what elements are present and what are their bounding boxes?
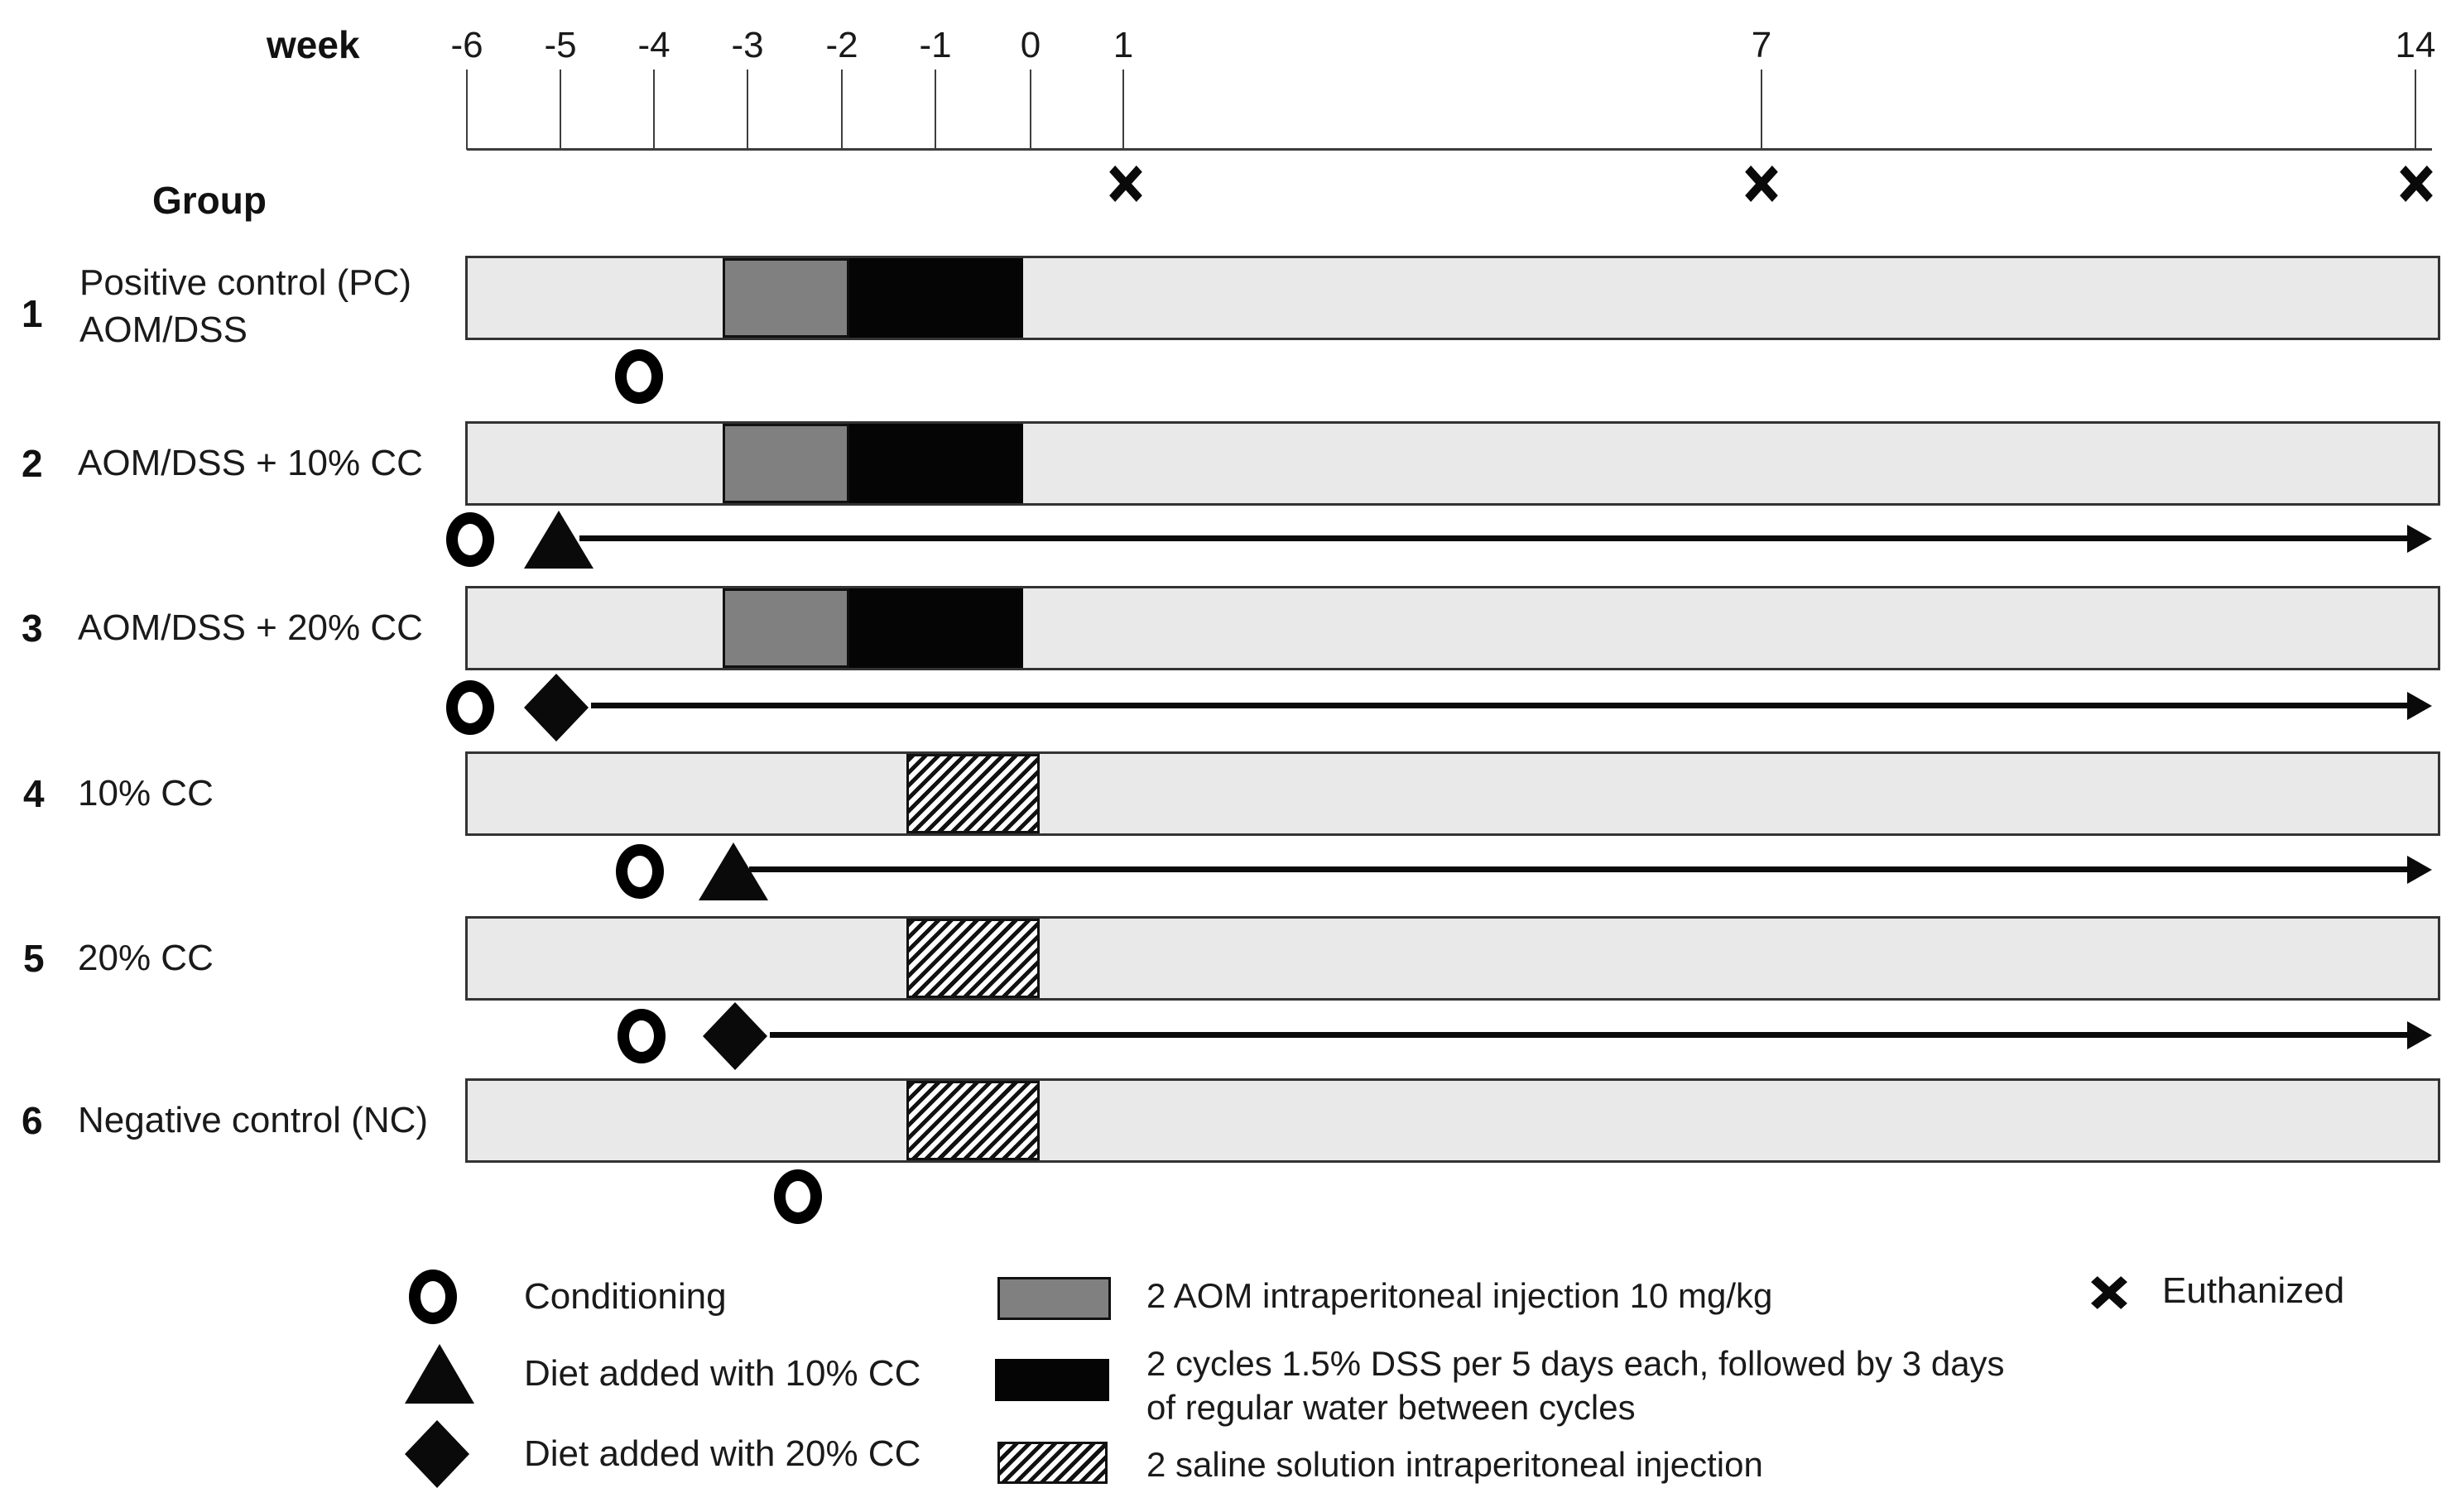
arrowhead-icon	[2407, 692, 2432, 720]
group-number: 6	[22, 1099, 43, 1142]
timeline-bar-group2	[465, 421, 2440, 506]
legend-conditioning-label: Conditioning	[524, 1276, 727, 1317]
legend-saline-label: 2 saline solution intraperitoneal inject…	[1146, 1445, 1763, 1484]
group-label: AOM/DSS + 20% CC	[78, 607, 423, 648]
legend-euthanized-label: Euthanized	[2162, 1270, 2345, 1311]
group-number: 1	[22, 292, 43, 335]
diet-20-legend-icon	[405, 1420, 469, 1488]
euthanized-icon	[2393, 158, 2439, 209]
group-column-header: Group	[152, 179, 267, 222]
group-label-line2: AOM/DSS	[79, 310, 248, 350]
tick-mark	[1030, 70, 1031, 150]
tick-mark	[747, 70, 748, 150]
group-label: 20% CC	[78, 938, 214, 978]
group-label: Negative control (NC)	[78, 1100, 429, 1140]
arrowhead-icon	[2407, 1021, 2432, 1049]
aom-segment-legend-swatch	[997, 1277, 1111, 1320]
group-number: 5	[23, 937, 45, 980]
timeline-bar-group4	[465, 751, 2440, 836]
group-number: 2	[22, 442, 43, 485]
tick-mark	[1122, 70, 1124, 150]
dss-segment-legend-swatch	[995, 1359, 1109, 1401]
timeline-bar-group6	[465, 1078, 2440, 1163]
tick-mark	[2415, 70, 2416, 150]
diet-20-icon	[524, 674, 589, 742]
conditioning-icon	[774, 1169, 822, 1224]
euthanized-icon	[1738, 158, 1785, 209]
aom-injection-segment	[723, 424, 849, 503]
timeline-bar-group5	[465, 916, 2440, 1001]
tick-label: -5	[544, 25, 577, 65]
legend-diet20-label: Diet added with 20% CC	[524, 1433, 921, 1474]
group-number: 4	[23, 772, 45, 815]
tick-label: -6	[450, 25, 483, 65]
arrowhead-icon	[2407, 856, 2432, 884]
group-label: AOM/DSS + 10% CC	[78, 443, 423, 483]
saline-injection-segment	[906, 754, 1040, 833]
tick-label: 14	[2395, 25, 2436, 65]
conditioning-icon	[615, 349, 663, 404]
conditioning-icon	[616, 844, 664, 899]
week-axis-title: week	[267, 23, 360, 66]
diet-duration-arrow	[749, 866, 2412, 872]
saline-segment-legend-swatch	[997, 1442, 1108, 1484]
tick-mark	[560, 70, 561, 150]
group-number: 3	[22, 607, 43, 650]
tick-label: 0	[1020, 25, 1041, 65]
legend-dss-label: 2 cycles 1.5% DSS per 5 days each, follo…	[1146, 1342, 2005, 1429]
conditioning-icon	[446, 512, 494, 567]
tick-label: -1	[919, 25, 952, 65]
saline-injection-segment	[906, 1081, 1040, 1160]
arrowhead-icon	[2407, 525, 2432, 553]
conditioning-icon	[618, 1009, 666, 1063]
tick-mark	[1761, 70, 1762, 150]
tick-mark	[653, 70, 655, 150]
legend-dss-line2: of regular water between cycles	[1146, 1388, 1636, 1427]
group-label-line1: Positive control (PC)	[79, 262, 412, 303]
euthanized-icon	[1103, 158, 1149, 209]
tick-label: -4	[637, 25, 670, 65]
group-label: Positive control (PC) AOM/DSS	[79, 259, 411, 353]
conditioning-icon	[446, 680, 494, 735]
tick-mark	[466, 70, 468, 150]
timeline-bar-group3	[465, 586, 2440, 670]
aom-injection-segment	[723, 588, 849, 668]
tick-label: -3	[731, 25, 764, 65]
tick-label: -2	[825, 25, 858, 65]
diet-duration-arrow	[579, 535, 2412, 541]
dss-cycles-segment	[849, 424, 1023, 503]
diet-duration-arrow	[770, 1032, 2412, 1038]
diet-duration-arrow	[591, 703, 2412, 708]
dss-cycles-segment	[849, 588, 1023, 668]
tick-mark	[841, 70, 843, 150]
conditioning-legend-icon	[409, 1270, 457, 1324]
legend-aom-label: 2 AOM intraperitoneal injection 10 mg/kg	[1146, 1276, 1773, 1315]
aom-injection-segment	[723, 258, 849, 338]
tick-mark	[935, 70, 936, 150]
legend-dss-line1: 2 cycles 1.5% DSS per 5 days each, follo…	[1146, 1344, 2005, 1383]
dss-cycles-segment	[849, 258, 1023, 338]
timeline-bar-group1	[465, 256, 2440, 340]
saline-injection-segment	[906, 919, 1040, 998]
legend-diet10-label: Diet added with 10% CC	[524, 1353, 921, 1394]
group-label: 10% CC	[78, 773, 214, 814]
euthanized-legend-icon	[2084, 1270, 2135, 1316]
week-axis-line	[467, 148, 2432, 151]
tick-label: 1	[1113, 25, 1134, 65]
diet-20-icon	[703, 1002, 767, 1070]
diet-10-legend-icon	[405, 1344, 474, 1404]
tick-label: 7	[1751, 25, 1772, 65]
